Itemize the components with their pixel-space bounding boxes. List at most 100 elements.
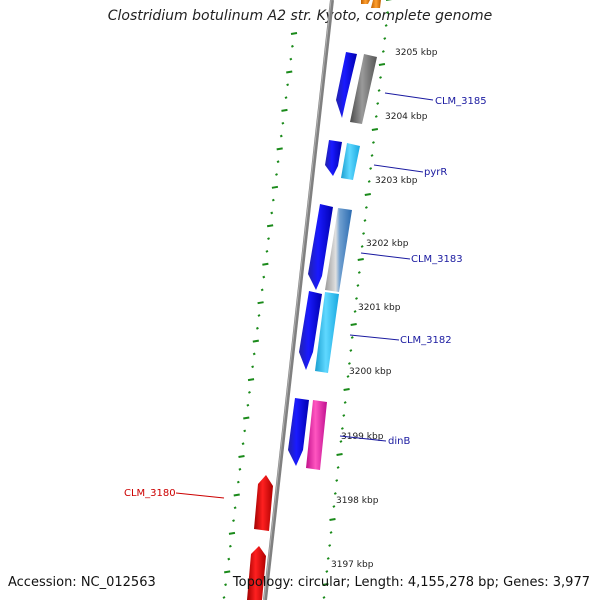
track-tick xyxy=(384,24,388,27)
gene-clm-3183-minus[interactable] xyxy=(308,204,333,290)
gene-labels: CLM_3185 pyrR CLM_3183 CLM_3182 dinB CLM… xyxy=(124,96,487,499)
track-tick xyxy=(224,583,228,587)
gene-label-dinb[interactable]: dinB xyxy=(388,436,410,447)
track-tick-major xyxy=(281,108,288,112)
gene-label-clm-3185[interactable]: CLM_3185 xyxy=(435,96,487,107)
gene-pyrr-minus[interactable] xyxy=(325,140,342,176)
track-tick xyxy=(374,115,378,118)
track-tick xyxy=(333,492,337,495)
track-tick-major xyxy=(266,224,274,228)
track-tick xyxy=(347,362,351,365)
track-tick xyxy=(332,505,336,508)
gene-clm-3185[interactable] xyxy=(350,54,377,124)
track-tick xyxy=(328,544,332,547)
track-tick xyxy=(360,245,364,248)
gene-clm-3182[interactable] xyxy=(315,292,339,373)
gene-features xyxy=(247,0,381,600)
track-tick xyxy=(236,480,240,484)
gene-label-clm-3182[interactable]: CLM_3182 xyxy=(400,335,452,346)
track-tick-major xyxy=(371,128,379,131)
track-tick xyxy=(346,375,350,378)
track-tick xyxy=(372,141,375,144)
gene-clm-3185-minus[interactable] xyxy=(336,52,357,118)
gene-dinb-minus[interactable] xyxy=(288,398,309,466)
gene-clm-3180[interactable] xyxy=(254,475,273,531)
track-tick xyxy=(227,557,231,561)
track-tick xyxy=(262,275,266,279)
track-tick xyxy=(246,403,250,407)
kbp-scale-labels: 3205 kbp 3204 kbp 3203 kbp 3202 kbp 3201… xyxy=(331,48,438,570)
track-tick-major xyxy=(243,416,250,420)
gene-label-leaders xyxy=(175,92,434,499)
gene-red-lower[interactable] xyxy=(247,546,266,600)
kbp-label: 3199 kbp xyxy=(341,432,384,442)
genome-backbone-highlight xyxy=(263,0,332,600)
kbp-label: 3200 kbp xyxy=(349,367,392,377)
leader-line xyxy=(349,334,400,341)
track-tick-major xyxy=(329,518,336,521)
track-tick xyxy=(232,519,235,522)
accession-label: Accession: NC_012563 xyxy=(8,575,156,590)
track-tick xyxy=(386,11,390,14)
track-tick xyxy=(369,167,373,170)
track-tick xyxy=(252,352,256,356)
leader-line xyxy=(360,252,411,260)
track-tick xyxy=(289,57,293,61)
kbp-label: 3204 kbp xyxy=(385,112,428,122)
track-tick xyxy=(284,96,288,99)
track-tick xyxy=(362,232,366,235)
track-tick xyxy=(265,250,269,253)
track-tick xyxy=(363,219,367,222)
gene-dinb[interactable] xyxy=(306,400,327,470)
topology-label: Topology: circular; Length: 4,155,278 bp… xyxy=(232,575,590,590)
gene-label-clm-3180[interactable]: CLM_3180 xyxy=(124,488,176,499)
gene-label-pyrr[interactable]: pyrR xyxy=(424,167,447,178)
genome-backbone xyxy=(263,0,334,600)
track-tick-major xyxy=(322,583,329,586)
track-tick xyxy=(241,442,245,446)
kbp-label: 3202 kbp xyxy=(366,239,409,249)
track-tick xyxy=(222,596,226,599)
track-tick xyxy=(243,429,247,433)
track-tick-major xyxy=(238,455,245,458)
gene-pyrr[interactable] xyxy=(341,143,360,180)
track-tick xyxy=(329,531,333,534)
track-tick xyxy=(325,570,329,573)
track-tick-major xyxy=(364,193,371,196)
track-tick xyxy=(279,134,283,138)
track-tick-major xyxy=(350,323,357,326)
track-tick-major xyxy=(290,32,298,35)
track-tick xyxy=(275,173,278,176)
track-tick xyxy=(340,427,344,430)
kbp-label: 3205 kbp xyxy=(395,48,438,58)
track-tick xyxy=(228,544,232,548)
track-tick xyxy=(350,336,354,339)
track-tick xyxy=(377,89,381,92)
track-tick xyxy=(353,310,357,313)
kbp-label: 3197 kbp xyxy=(331,560,374,570)
track-tick xyxy=(255,326,259,330)
track-tick xyxy=(339,440,343,443)
track-tick xyxy=(233,506,237,510)
track-tick-major xyxy=(286,70,293,74)
track-tick xyxy=(251,365,255,369)
track-tick-major xyxy=(228,531,236,535)
track-tick xyxy=(342,414,346,417)
track-tick-major xyxy=(247,378,255,382)
track-tick xyxy=(281,121,285,125)
gene-label-clm-3183[interactable]: CLM_3183 xyxy=(411,254,463,265)
gene-clm-3183[interactable] xyxy=(325,208,352,292)
track-tick xyxy=(335,479,339,482)
track-tick-major xyxy=(252,339,259,343)
track-tick-major xyxy=(262,262,269,266)
gc-content-track xyxy=(222,32,298,599)
track-tick-major xyxy=(276,147,283,151)
track-tick xyxy=(290,44,294,48)
track-tick-major xyxy=(257,301,264,305)
kbp-label: 3203 kbp xyxy=(375,176,418,186)
gene-orange[interactable] xyxy=(371,0,381,8)
kbp-label: 3201 kbp xyxy=(358,303,401,313)
track-tick xyxy=(356,284,360,287)
gene-orange[interactable] xyxy=(361,0,370,4)
gene-clm-3182-minus[interactable] xyxy=(299,291,322,370)
